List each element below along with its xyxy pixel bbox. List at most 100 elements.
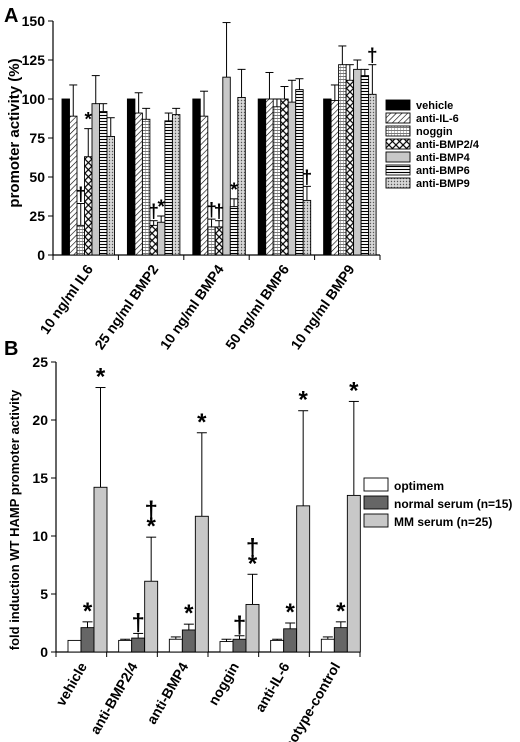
x-category-label: 25 ng/ml BMP2 bbox=[91, 261, 161, 352]
x-category-label: 10 ng/ml BMP4 bbox=[157, 261, 227, 352]
legend-label: MM serum (n=25) bbox=[394, 515, 492, 529]
bar bbox=[330, 100, 340, 256]
bar bbox=[214, 226, 224, 256]
bar bbox=[126, 98, 136, 256]
bar bbox=[232, 638, 247, 653]
y-tick-label: 0 bbox=[40, 644, 48, 660]
legend-swatch bbox=[385, 164, 411, 176]
legend-label: anti-BMP2/4 bbox=[416, 139, 480, 151]
bar bbox=[237, 96, 246, 256]
panel-b-y-axis-label: fold induction WT HAMP promoter activity bbox=[7, 389, 22, 650]
legend-swatch bbox=[385, 138, 411, 150]
legend-label: anti-BMP6 bbox=[416, 165, 470, 177]
bar bbox=[80, 627, 95, 653]
bar bbox=[156, 221, 166, 256]
x-category-label: anti-BMP2/4 bbox=[87, 659, 141, 737]
bar bbox=[245, 603, 260, 653]
y-tick-label: 10 bbox=[32, 528, 48, 544]
significance-marker: † bbox=[144, 497, 157, 524]
significance-marker: * bbox=[146, 513, 156, 540]
y-tick-label: 15 bbox=[32, 470, 48, 486]
bar bbox=[171, 114, 181, 256]
bar bbox=[192, 98, 201, 256]
significance-marker: * bbox=[85, 110, 93, 131]
legend-swatch bbox=[385, 177, 411, 189]
bar bbox=[323, 98, 332, 256]
bar bbox=[270, 639, 285, 653]
x-category-label: 10 ng/ml BMP9 bbox=[287, 261, 357, 352]
bar bbox=[346, 494, 361, 653]
bar bbox=[181, 629, 196, 653]
legend: vehicleanti-IL-6nogginanti-BMP2/4anti-BM… bbox=[385, 99, 480, 190]
legend-label: normal serum (n=15) bbox=[394, 497, 512, 511]
bar bbox=[106, 135, 115, 256]
bar bbox=[149, 224, 158, 256]
y-tick-label: 125 bbox=[22, 52, 46, 68]
bar bbox=[222, 76, 231, 256]
y-tick-label: 150 bbox=[22, 13, 46, 29]
significance-marker: * bbox=[349, 377, 359, 404]
legend-label: anti-BMP9 bbox=[416, 178, 470, 190]
significance-marker: * bbox=[197, 409, 207, 436]
bar bbox=[99, 111, 108, 256]
bar bbox=[219, 641, 234, 653]
panel-a-y-axis-label: promoter activity (%) bbox=[6, 58, 23, 207]
significance-marker: * bbox=[298, 387, 308, 414]
significance-marker: * bbox=[184, 600, 194, 627]
panel-label-b: B bbox=[4, 338, 18, 360]
legend-label: optimem bbox=[394, 479, 444, 493]
significance-marker: † bbox=[246, 534, 259, 561]
bar bbox=[84, 156, 93, 256]
significance-marker: † bbox=[367, 46, 378, 67]
legend-swatch bbox=[385, 112, 411, 124]
x-category-label: anti-IL-6 bbox=[252, 659, 293, 714]
significance-marker: * bbox=[230, 180, 238, 201]
bar bbox=[320, 638, 335, 653]
bar bbox=[353, 68, 362, 256]
bar bbox=[67, 639, 82, 653]
bar bbox=[368, 93, 377, 256]
bar bbox=[283, 628, 298, 653]
bar bbox=[272, 106, 282, 256]
significance-marker: * bbox=[248, 550, 258, 577]
bar bbox=[168, 638, 183, 653]
bar bbox=[296, 505, 311, 653]
y-tick-label: 25 bbox=[29, 208, 45, 224]
y-tick-label: 100 bbox=[22, 91, 46, 107]
significance-marker: * bbox=[83, 598, 93, 625]
x-category-label: 50 ng/ml BMP6 bbox=[222, 261, 292, 352]
y-tick-label: 25 bbox=[32, 354, 48, 370]
significance-marker: * bbox=[157, 197, 165, 218]
bar bbox=[338, 64, 347, 256]
y-tick-label: 20 bbox=[32, 412, 48, 428]
significance-marker: * bbox=[285, 599, 295, 626]
significance-marker: * bbox=[96, 364, 106, 391]
bar bbox=[144, 580, 159, 653]
bar bbox=[141, 118, 151, 256]
bar bbox=[229, 206, 239, 256]
legend-swatch bbox=[363, 477, 389, 492]
significance-marker: † bbox=[206, 200, 217, 221]
bar bbox=[199, 115, 209, 256]
significance-marker: * bbox=[336, 598, 346, 625]
bar bbox=[131, 637, 146, 653]
significance-marker: † bbox=[233, 612, 246, 639]
legend-swatch bbox=[385, 125, 411, 137]
bar bbox=[91, 103, 100, 256]
significance-marker: † bbox=[131, 609, 144, 636]
bar bbox=[360, 75, 370, 256]
bar bbox=[93, 486, 108, 653]
significance-marker: † bbox=[148, 202, 159, 223]
bar bbox=[265, 98, 274, 256]
bar bbox=[194, 515, 209, 653]
bar bbox=[345, 79, 355, 256]
significance-marker: † bbox=[75, 185, 86, 206]
legend-label: noggin bbox=[416, 126, 453, 138]
bar bbox=[207, 226, 216, 256]
bar bbox=[118, 639, 133, 653]
bar bbox=[76, 224, 85, 256]
x-category-label: vehicle bbox=[52, 659, 90, 708]
panel-label-a: A bbox=[4, 5, 18, 27]
